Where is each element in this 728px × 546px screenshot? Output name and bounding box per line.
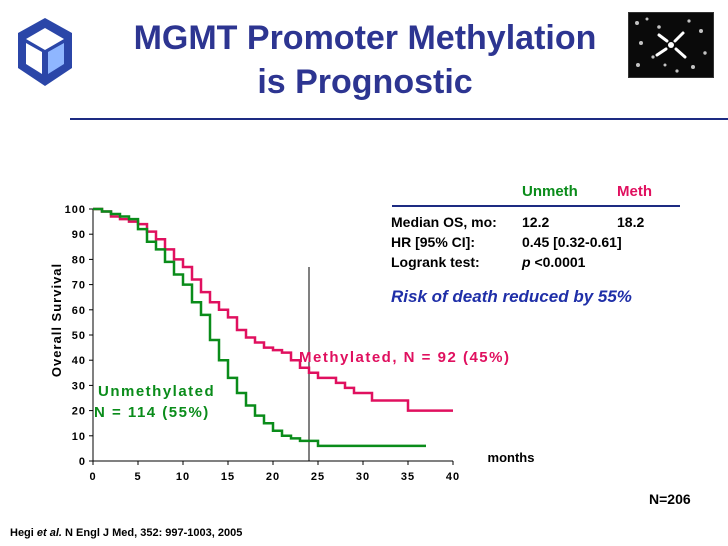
y-tick-label: 20	[72, 406, 86, 418]
hr-label: HR [95% CI]:	[391, 234, 476, 250]
column-header-meth: Meth	[617, 183, 652, 200]
citation-etal: et al.	[36, 527, 62, 539]
methylated-label: Methylated, N = 92 (45%)	[299, 349, 510, 366]
tumor-cells-image	[628, 12, 714, 78]
title-line-2: is Prognostic	[257, 63, 473, 101]
logrank-p: p	[522, 254, 531, 270]
citation-journal: N Engl J Med, 352: 997-1003, 2005	[65, 527, 243, 539]
slide-header: MGMT Promoter Methylation is Prognostic	[0, 0, 728, 120]
y-tick-label: 30	[72, 380, 86, 392]
unmethylated-label-line1: Unmethylated	[98, 383, 215, 400]
total-n: N=206	[649, 491, 691, 507]
logrank-value: p <0.0001	[522, 254, 585, 270]
y-tick-label: 70	[72, 280, 86, 292]
header-divider	[70, 118, 728, 120]
stats-table-rule	[392, 205, 680, 207]
median-os-label: Median OS, mo:	[391, 214, 497, 230]
y-tick-label: 0	[79, 456, 86, 468]
risk-reduction-text: Risk of death reduced by 55%	[391, 287, 632, 306]
y-tick-label: 90	[72, 229, 86, 241]
x-tick-label: 0	[89, 471, 96, 483]
column-header-unmeth: Unmeth	[522, 183, 578, 200]
logrank-label: Logrank test:	[391, 254, 480, 270]
unmethylated-label-line2: N = 114 (55%)	[94, 404, 210, 421]
x-tick-label: 40	[446, 471, 460, 483]
page-title: MGMT Promoter Methylation is Prognostic	[95, 16, 635, 104]
x-axis-label: months	[488, 450, 535, 465]
cube-logo-icon	[18, 18, 72, 86]
citation: Hegi et al. N Engl J Med, 352: 997-1003,…	[10, 527, 242, 539]
median-os-meth: 18.2	[617, 214, 645, 230]
y-tick-label: 40	[72, 355, 86, 367]
methylated-survival-curve	[93, 207, 453, 412]
x-tick-label: 20	[266, 471, 280, 483]
x-tick-label: 35	[401, 471, 415, 483]
hr-value: 0.45 [0.32-0.61]	[522, 234, 622, 250]
median-os-unmeth: 12.2	[522, 214, 550, 230]
logrank-number: <0.0001	[534, 254, 586, 270]
y-tick-label: 80	[72, 254, 86, 266]
x-tick-label: 15	[221, 471, 235, 483]
citation-authors: Hegi	[10, 527, 34, 539]
y-tick-label: 50	[72, 330, 86, 342]
x-tick-label: 30	[356, 471, 370, 483]
title-line-1: MGMT Promoter Methylation	[133, 19, 597, 57]
y-axis-label: Overall Survival	[49, 263, 64, 377]
y-tick-label: 100	[65, 204, 86, 216]
x-tick-label: 25	[311, 471, 325, 483]
x-tick-label: 10	[176, 471, 190, 483]
y-tick-label: 10	[72, 431, 86, 443]
unmethylated-survival-curve	[93, 207, 426, 448]
x-tick-label: 5	[134, 471, 141, 483]
slide-body	[0, 120, 728, 546]
y-tick-label: 60	[72, 305, 86, 317]
